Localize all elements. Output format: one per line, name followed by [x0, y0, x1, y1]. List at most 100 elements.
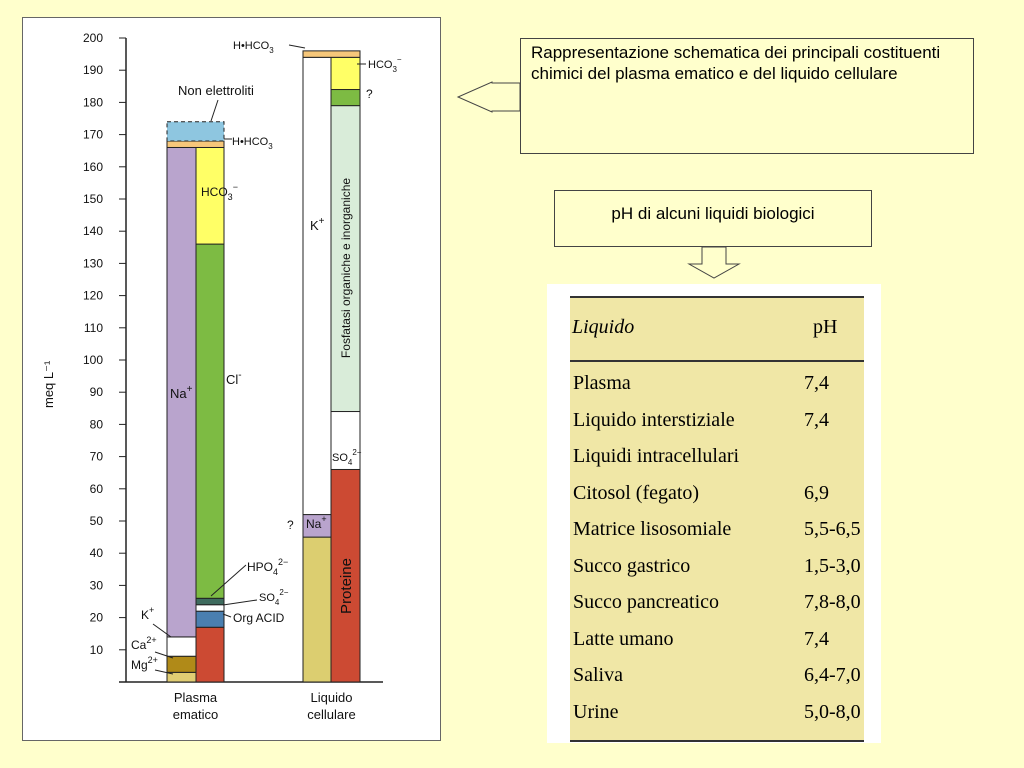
y-tick-label: 70 — [90, 450, 104, 464]
liquido-cell: Urine — [573, 700, 619, 723]
y-tick-label: 120 — [83, 289, 103, 303]
table-row: Saliva 6,4-7,0 — [570, 658, 864, 694]
ph-table-header: Liquido pH — [570, 298, 864, 362]
category-label: cellulare — [307, 707, 355, 722]
ph-table-panel: Liquido pH Plasma 7,4 Liquido interstizial… — [547, 284, 881, 743]
y-tick-label: 160 — [83, 160, 103, 174]
bar-segment — [302, 50, 361, 58]
category-label: ematico — [173, 707, 219, 722]
label-question-cell-top: ? — [366, 87, 373, 101]
category-label: Plasma — [174, 690, 218, 705]
y-tick-label: 60 — [90, 482, 104, 496]
y-tick-label: 40 — [90, 546, 104, 560]
electrolyte-chart: 10 20 30 40 50 60 70 80 90 100 110 120 130 140 150 160 1… — [41, 31, 402, 722]
label-ca-plasma: Ca2+ — [131, 635, 157, 652]
ph-table: Liquido pH Plasma 7,4 Liquido interstizial… — [570, 296, 864, 742]
liquido-cell: Liquidi intracellulari — [573, 445, 740, 467]
y-tick-label: 190 — [83, 63, 103, 77]
y-tick-label: 140 — [83, 224, 103, 238]
leader-line — [152, 623, 172, 638]
ph-cell: 7,4 — [804, 408, 829, 431]
label-na-cell: Na+ — [306, 514, 327, 531]
y-tick-label: 150 — [83, 192, 103, 206]
y-tick-label: 20 — [90, 611, 104, 625]
bar-segment — [302, 56, 332, 516]
liquido-cell: Citosol (fegato) — [573, 481, 700, 504]
label-hhco3-plasma: H•HCO3 — [232, 136, 273, 151]
label-hpo4-plasma: HPO42− — [247, 557, 288, 577]
bar-segment — [330, 411, 361, 470]
ph-cell: 7,4 — [804, 372, 829, 394]
ph-cell: 6,4-7,0 — [804, 664, 861, 686]
leader-line — [210, 564, 247, 597]
bar-segment — [195, 146, 225, 245]
plasma-description-text: Rappresentazione schematica dei principa… — [531, 43, 941, 83]
bar-segment — [195, 243, 225, 599]
label-non-elettroliti: Non elettroliti — [178, 83, 254, 98]
category-label: Liquido — [311, 690, 353, 705]
label-mg-plasma: Mg2+ — [131, 655, 158, 672]
liquido-cell: Latte umano — [573, 627, 674, 650]
table-row: Citosol (fegato) 6,9 — [570, 476, 864, 512]
bar-segment — [166, 121, 225, 142]
bar-segment — [302, 536, 332, 683]
y-tick-label: 180 — [83, 95, 103, 109]
bar-segment — [330, 468, 361, 683]
leader-line — [222, 599, 258, 606]
label-k-plasma: K+ — [141, 605, 154, 622]
y-tick-label: 50 — [90, 514, 104, 528]
leader-line — [210, 99, 219, 122]
y-axis-label: meq L⁻¹ — [41, 360, 56, 408]
electrolyte-chart-panel: 10 20 30 40 50 60 70 80 90 100 110 120 130 140 150 160 1… — [22, 17, 441, 741]
header-ph: pH — [813, 316, 838, 338]
label-hco3-plasma: HCO3− — [201, 182, 238, 202]
label-so4-plasma: SO42− — [259, 588, 289, 607]
y-tick-label: 110 — [84, 321, 103, 335]
table-row: Latte umano 7,4 — [570, 622, 864, 658]
liquido-cell: Succo pancreatico — [573, 591, 720, 613]
label-hhco3-cell: H•HCO3 — [233, 40, 274, 55]
y-tick-label: 100 — [83, 353, 103, 367]
bar-segment — [330, 56, 361, 91]
ph-description-callout: pH di alcuni liquidi biologici — [554, 190, 872, 247]
leader-line — [222, 613, 232, 618]
liquido-cell: Saliva — [573, 664, 623, 686]
table-row: Urine 5,0-8,0 — [570, 695, 864, 731]
label-org-acid: Org ACID — [233, 611, 285, 625]
label-proteine: Proteine — [338, 558, 355, 614]
table-row: Succo pancreatico 7,8-8,0 — [570, 585, 864, 621]
label-so4-cell: SO42− — [332, 448, 362, 467]
table-row: Matrice lisosomiale 5,5-6,5 — [570, 512, 864, 548]
ph-cell: 5,5-6,5 — [804, 518, 861, 540]
down-arrow-icon — [687, 246, 741, 279]
ph-cell: 1,5-3,0 — [804, 554, 861, 577]
y-tick-label: 170 — [83, 128, 103, 142]
leader-line — [154, 651, 174, 659]
table-row: Succo gastrico 1,5-3,0 — [570, 549, 864, 585]
bar-segment — [330, 105, 361, 413]
liquido-cell: Liquido interstiziale — [573, 408, 735, 431]
ph-cell: 5,0-8,0 — [804, 700, 861, 723]
liquido-cell: Plasma — [573, 372, 631, 394]
liquido-cell: Matrice lisosomiale — [573, 518, 732, 540]
label-question-cell: ? — [287, 518, 294, 532]
y-tick-label: 30 — [90, 578, 104, 592]
ph-description-text: pH di alcuni liquidi biologici — [611, 204, 815, 223]
bar-segment — [195, 626, 225, 683]
ph-cell: 7,8-8,0 — [804, 591, 861, 613]
liquido-cell: Succo gastrico — [573, 554, 691, 577]
table-row: Liquidi intracellulari — [570, 439, 864, 475]
label-k-cell: K+ — [310, 216, 325, 233]
label-na-plasma: Na+ — [170, 384, 193, 401]
bar-segment — [166, 140, 225, 148]
table-row: Plasma 7,4 — [570, 366, 864, 402]
y-tick-label: 130 — [83, 256, 103, 270]
label-hco3-cell: HCO3− — [368, 55, 402, 74]
y-tick-label: 10 — [90, 643, 104, 657]
ph-cell: 7,4 — [804, 627, 829, 650]
y-tick-label: 200 — [83, 31, 103, 45]
plasma-description-callout: Rappresentazione schematica dei principa… — [520, 38, 974, 154]
leader-line — [154, 669, 174, 675]
y-tick-label: 90 — [90, 385, 104, 399]
label-fosfatasi: Fosfatasi organiche e inorganiche — [339, 178, 353, 358]
